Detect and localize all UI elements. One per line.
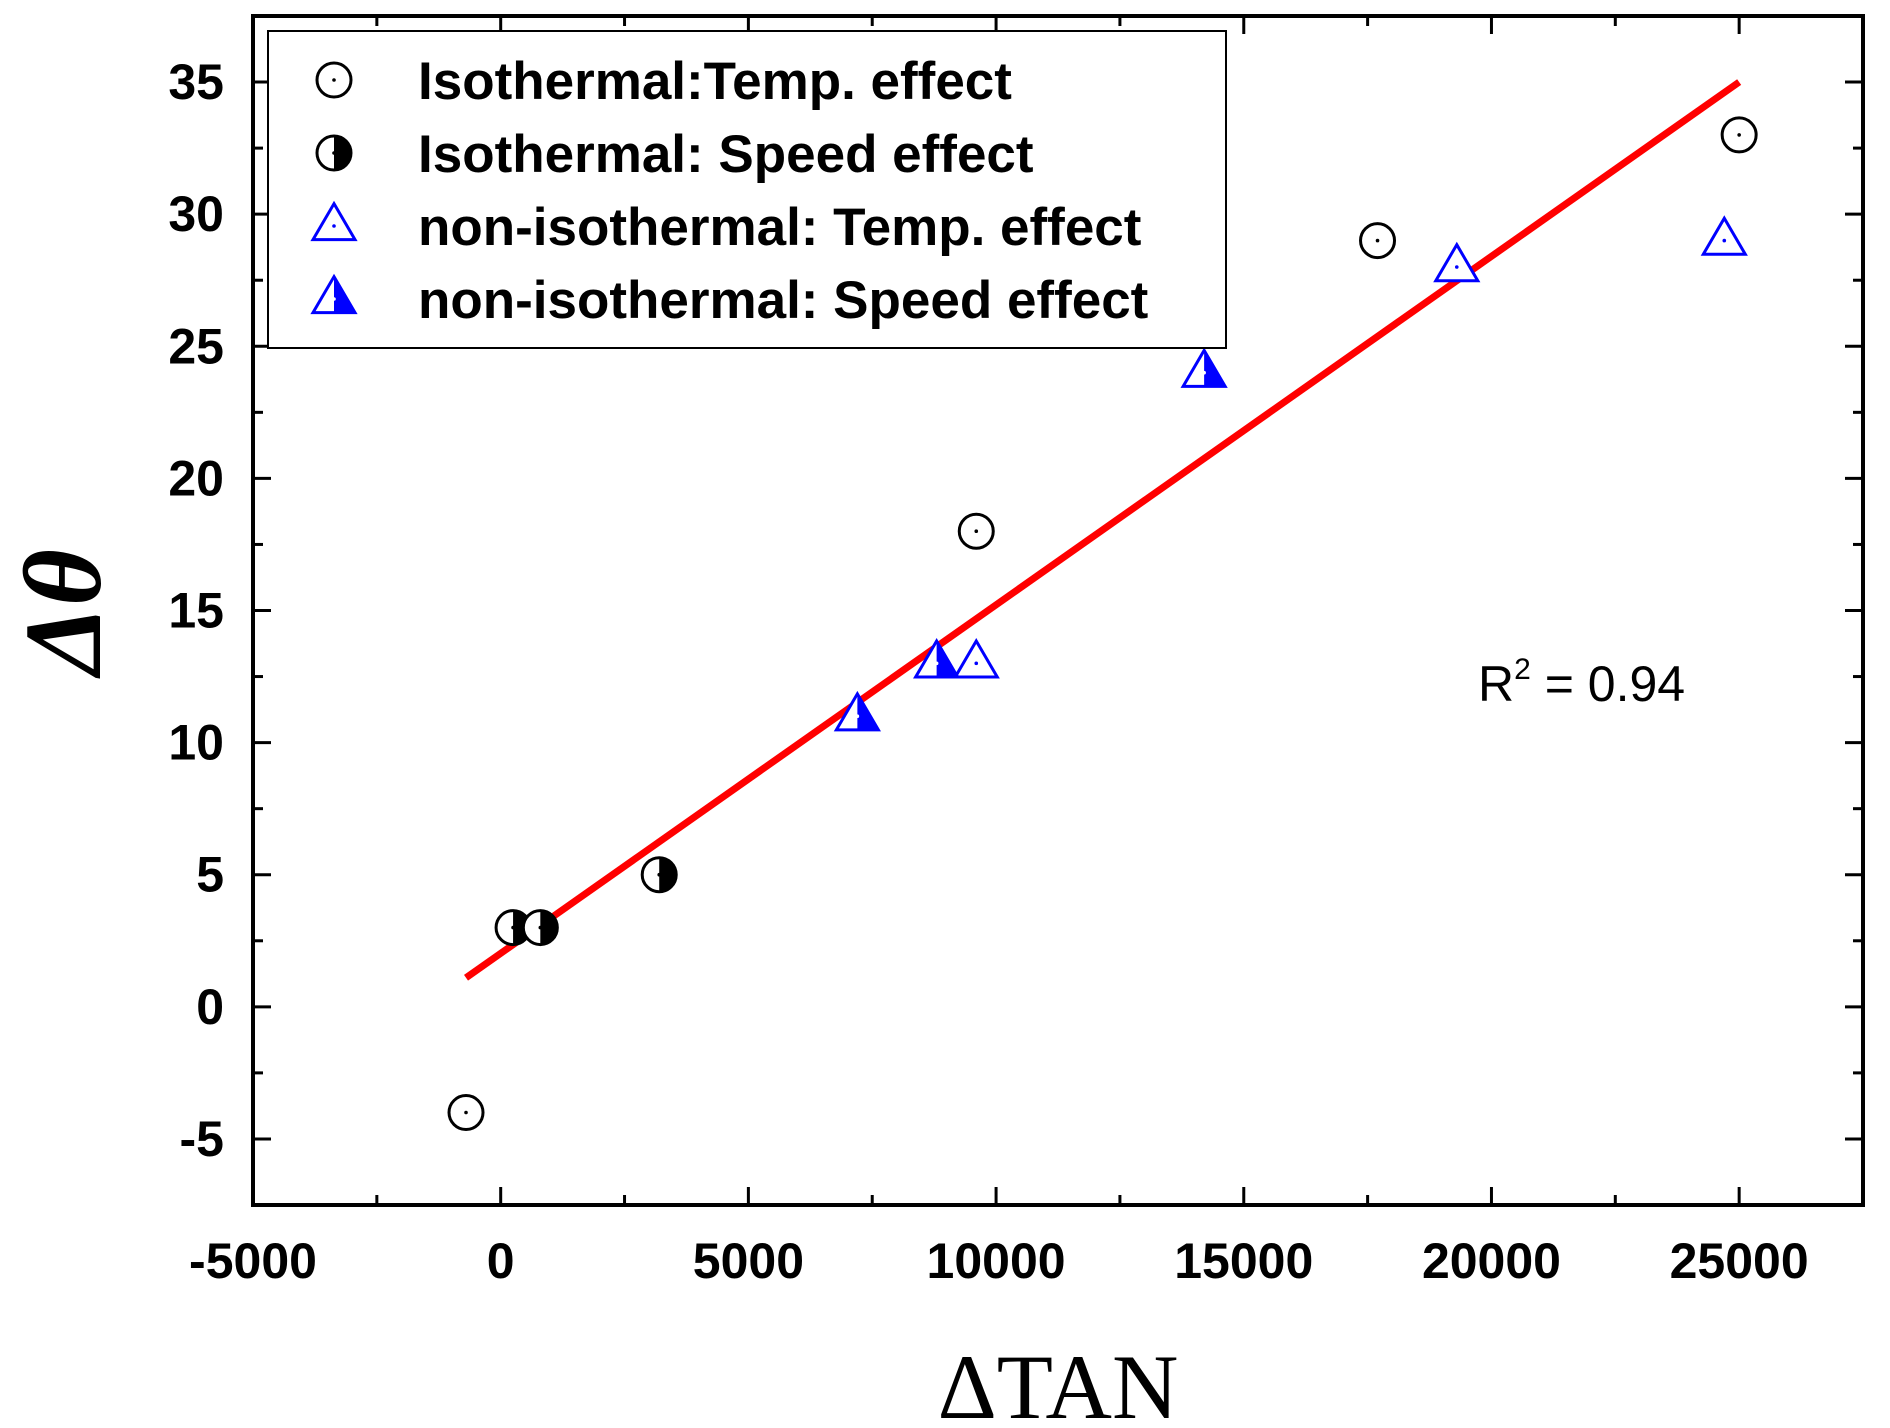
y-tick-label: 35 bbox=[168, 54, 224, 110]
data-points bbox=[447, 116, 1758, 1132]
y-tick-label: 30 bbox=[168, 186, 224, 242]
marker-center-dot bbox=[538, 925, 543, 930]
y-tick-label: 10 bbox=[168, 715, 224, 771]
marker-center-dot bbox=[855, 714, 860, 718]
y-axis: -5 0 5 10 15 20 25 30 35 bbox=[168, 14, 1863, 1207]
x-tick-label: 5000 bbox=[693, 1233, 804, 1289]
legend-label: Isothermal: Speed effect bbox=[418, 125, 1034, 184]
marker-half-fill bbox=[540, 910, 558, 945]
marker-center-dot bbox=[974, 529, 979, 534]
r-squared-base: R bbox=[1478, 656, 1514, 712]
y-tick-label: -5 bbox=[180, 1111, 224, 1167]
legend-marker bbox=[315, 61, 353, 99]
marker-half-fill bbox=[857, 693, 879, 730]
data-point bbox=[447, 1094, 485, 1132]
r-squared-superscript: 2 bbox=[1514, 653, 1531, 686]
x-axis-title: ΔTAN bbox=[938, 1336, 1179, 1428]
data-point bbox=[1359, 222, 1397, 260]
marker-triangle bbox=[310, 200, 358, 242]
marker-center-dot bbox=[332, 297, 336, 301]
legend-label: Isothermal:Temp. effect bbox=[418, 52, 1012, 111]
data-point bbox=[521, 909, 559, 947]
marker-half-fill bbox=[659, 857, 677, 892]
y-tick-label: 0 bbox=[196, 979, 224, 1035]
marker-half-fill bbox=[334, 276, 355, 313]
data-point bbox=[1720, 116, 1758, 154]
y-tick-label: 15 bbox=[168, 583, 224, 639]
data-point bbox=[833, 690, 881, 732]
marker-center-dot bbox=[1722, 238, 1727, 243]
legend-marker bbox=[315, 134, 353, 172]
x-tick-label: 20000 bbox=[1422, 1233, 1561, 1289]
marker-center-dot bbox=[1202, 370, 1206, 375]
marker-center-dot bbox=[464, 1110, 468, 1115]
data-point bbox=[913, 638, 961, 679]
legend-label: non-isothermal: Temp. effect bbox=[418, 198, 1141, 257]
legend: Isothermal:Temp. effect Isothermal: Speed… bbox=[267, 30, 1227, 349]
legend-label: non-isothermal: Speed effect bbox=[418, 271, 1148, 330]
marker-half-fill bbox=[334, 136, 351, 170]
marker-half-fill bbox=[936, 641, 958, 678]
marker-center-dot bbox=[332, 78, 336, 82]
x-tick-label: 15000 bbox=[1174, 1233, 1313, 1289]
marker-center-dot bbox=[1737, 133, 1741, 137]
marker-triangle bbox=[1433, 241, 1481, 283]
marker-center-dot bbox=[1454, 265, 1459, 269]
x-tick-label: 0 bbox=[487, 1233, 515, 1289]
data-point bbox=[640, 856, 678, 894]
y-tick-label: 25 bbox=[168, 318, 224, 374]
legend-box bbox=[267, 30, 1227, 349]
marker-center-dot bbox=[657, 872, 662, 877]
x-tick-label: -5000 bbox=[189, 1233, 317, 1289]
marker-center-dot bbox=[332, 224, 336, 228]
marker-center-dot bbox=[511, 925, 515, 930]
marker-triangle bbox=[952, 638, 1000, 679]
data-point bbox=[957, 512, 995, 550]
y-tick-label: 5 bbox=[196, 847, 224, 903]
data-point bbox=[952, 638, 1000, 679]
y-tick-label: 20 bbox=[168, 450, 224, 506]
x-tick-label: 10000 bbox=[927, 1233, 1066, 1289]
y-axis-title: Δθ bbox=[2, 549, 124, 679]
marker-half-fill bbox=[1204, 350, 1226, 387]
marker-center-dot bbox=[974, 661, 979, 666]
r-squared-value: = 0.94 bbox=[1531, 656, 1685, 712]
data-point bbox=[1700, 215, 1748, 256]
legend-marker bbox=[310, 273, 358, 315]
marker-center-dot bbox=[934, 661, 939, 666]
x-axis: -5000 0 5000 10000 15000 20000 25000 bbox=[189, 16, 1865, 1289]
marker-center-dot bbox=[1375, 238, 1380, 243]
x-tick-label: 25000 bbox=[1670, 1233, 1809, 1289]
marker-triangle bbox=[1700, 215, 1748, 256]
marker-center-dot bbox=[332, 151, 336, 155]
data-point bbox=[1180, 347, 1228, 388]
r-squared-annotation: R2 = 0.94 bbox=[1478, 653, 1685, 712]
data-point bbox=[1433, 241, 1481, 283]
regression-line bbox=[464, 79, 1742, 981]
legend-marker bbox=[310, 200, 358, 242]
